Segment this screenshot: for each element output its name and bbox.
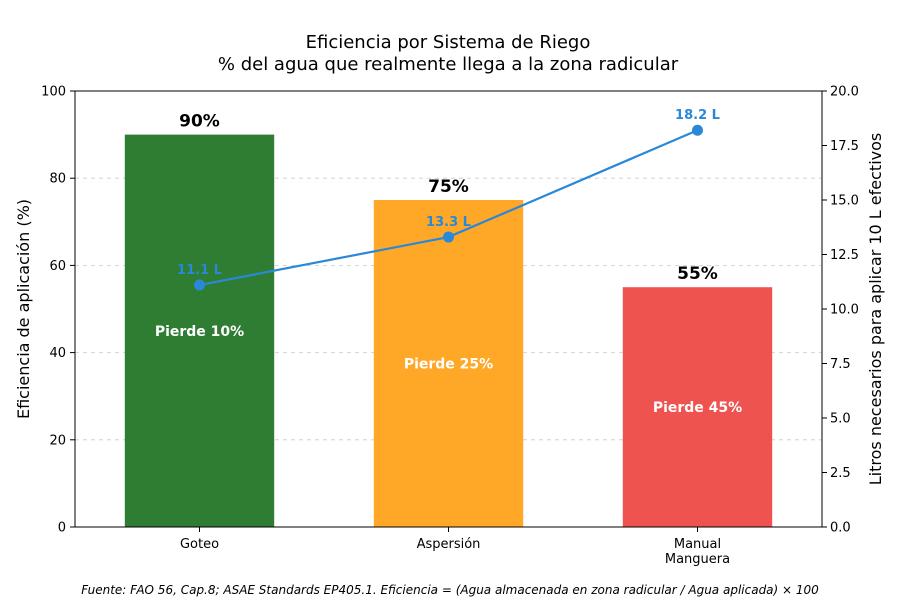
y-tick-label: 0 — [58, 521, 66, 536]
line-value-label: 18.2 L — [675, 108, 720, 123]
y-tick-label: 20 — [49, 433, 66, 448]
bar — [373, 200, 524, 527]
line-value-label: 11.1 L — [177, 263, 222, 278]
y-tick-label: 80 — [49, 172, 66, 187]
y-axis-label-left: Eficiencia de aplicación (%) — [14, 199, 33, 419]
x-tick-label: Manual — [674, 537, 721, 552]
y-axis-left: 0 20 40 60 80 100 — [41, 85, 75, 536]
efficiency-line — [194, 124, 703, 291]
x-tick-label: Goteo — [180, 537, 219, 552]
line-point — [443, 231, 454, 243]
y-axis-label-right: Litros necesarios para aplicar 10 L efec… — [866, 133, 885, 486]
bar — [124, 134, 275, 527]
y2-tick-label: 10.0 — [830, 303, 859, 318]
line-point — [194, 279, 205, 291]
y2-tick-label: 17.5 — [830, 139, 859, 154]
y-tick-label: 100 — [41, 85, 66, 100]
y2-tick-label: 15.0 — [830, 194, 859, 209]
bar-value-label: 90% — [179, 112, 220, 132]
y2-tick-label: 7.5 — [830, 357, 851, 372]
y2-tick-label: 0.0 — [830, 521, 851, 536]
y2-tick-label: 2.5 — [830, 466, 851, 481]
loss-label: Pierde 25% — [404, 357, 493, 373]
data-labels: 90% Pierde 10% 75% Pierde 25% 55% Pierde 45% 1… — [155, 108, 742, 416]
y-tick-label: 40 — [49, 346, 66, 361]
chart-title: Eficiencia por Sistema de Riego — [306, 32, 591, 53]
loss-label: Pierde 10% — [155, 324, 244, 340]
chart-subtitle: % del agua que realmente llega a la zona… — [218, 54, 679, 75]
y2-tick-label: 12.5 — [830, 248, 859, 263]
bar-value-label: 75% — [428, 177, 469, 197]
loss-label: Pierde 45% — [653, 400, 742, 416]
x-tick-label: Aspersión — [417, 537, 481, 552]
bar — [622, 287, 773, 527]
y2-tick-label: 5.0 — [830, 412, 851, 427]
source-note: Fuente: FAO 56, Cap.8; ASAE Standards EP… — [81, 583, 819, 597]
x-tick-label: Manguera — [665, 552, 730, 567]
y2-tick-label: 20.0 — [830, 85, 859, 100]
bar-value-label: 55% — [677, 264, 718, 284]
y-axis-right: 0.0 2.5 5.0 7.5 10.0 12.5 15.0 17.5 20.0 — [822, 85, 859, 536]
y-tick-label: 60 — [49, 259, 66, 274]
line-point — [692, 124, 703, 136]
line-value-label: 13.3 L — [426, 215, 471, 230]
bars — [124, 134, 773, 527]
